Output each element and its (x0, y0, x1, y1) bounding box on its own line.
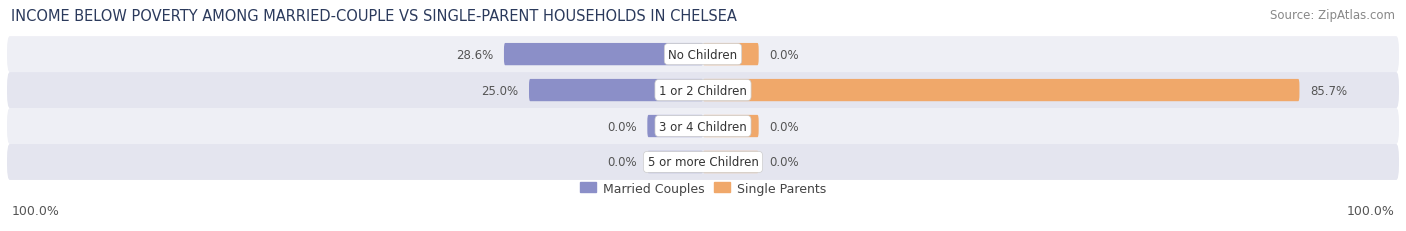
FancyBboxPatch shape (647, 115, 703, 138)
FancyBboxPatch shape (647, 151, 703, 173)
Text: 3 or 4 Children: 3 or 4 Children (659, 120, 747, 133)
Text: 1 or 2 Children: 1 or 2 Children (659, 84, 747, 97)
Text: 5 or more Children: 5 or more Children (648, 156, 758, 169)
FancyBboxPatch shape (703, 115, 759, 138)
FancyBboxPatch shape (703, 79, 1299, 102)
FancyBboxPatch shape (503, 44, 703, 66)
FancyBboxPatch shape (7, 73, 1399, 109)
FancyBboxPatch shape (703, 44, 759, 66)
FancyBboxPatch shape (7, 144, 1399, 180)
Text: 0.0%: 0.0% (607, 156, 637, 169)
Text: Source: ZipAtlas.com: Source: ZipAtlas.com (1270, 9, 1395, 22)
Text: INCOME BELOW POVERTY AMONG MARRIED-COUPLE VS SINGLE-PARENT HOUSEHOLDS IN CHELSEA: INCOME BELOW POVERTY AMONG MARRIED-COUPL… (11, 9, 737, 24)
FancyBboxPatch shape (703, 151, 759, 173)
FancyBboxPatch shape (7, 37, 1399, 73)
FancyBboxPatch shape (529, 79, 703, 102)
Legend: Married Couples, Single Parents: Married Couples, Single Parents (575, 177, 831, 200)
Text: No Children: No Children (668, 48, 738, 61)
Text: 0.0%: 0.0% (769, 156, 799, 169)
Text: 28.6%: 28.6% (457, 48, 494, 61)
Text: 100.0%: 100.0% (1347, 204, 1395, 217)
Text: 0.0%: 0.0% (769, 48, 799, 61)
Text: 100.0%: 100.0% (11, 204, 59, 217)
Text: 85.7%: 85.7% (1310, 84, 1347, 97)
Text: 25.0%: 25.0% (481, 84, 519, 97)
FancyBboxPatch shape (7, 109, 1399, 144)
Text: 0.0%: 0.0% (607, 120, 637, 133)
Text: 0.0%: 0.0% (769, 120, 799, 133)
